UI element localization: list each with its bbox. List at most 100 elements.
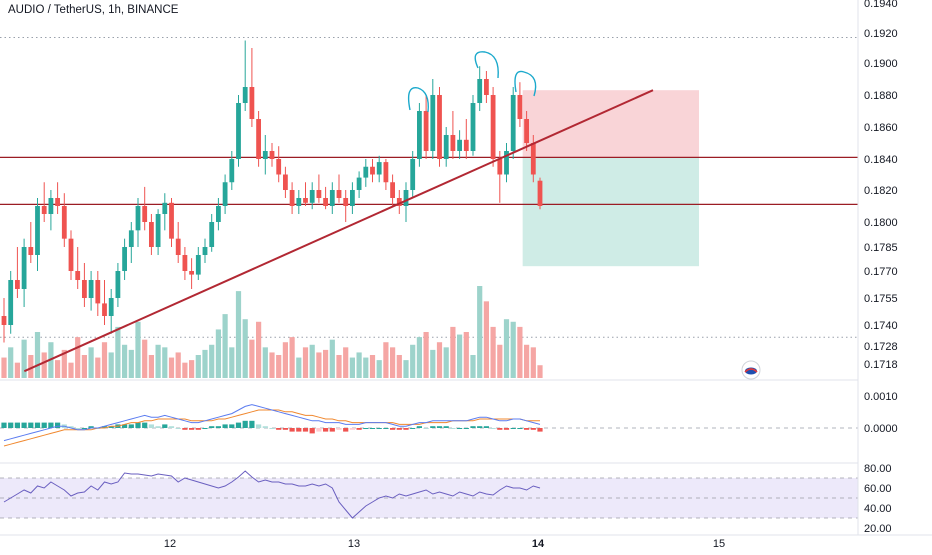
candle-body xyxy=(363,166,369,178)
volume-bar xyxy=(175,352,181,378)
volume-bar xyxy=(249,339,255,378)
macd-histogram-bar xyxy=(128,424,134,428)
candle-body xyxy=(41,206,47,214)
candle-body xyxy=(35,206,40,255)
volume-bar xyxy=(168,357,175,378)
candle-body xyxy=(82,280,87,298)
macd-histogram-bar xyxy=(135,422,141,428)
volume-bar xyxy=(142,339,148,378)
macd-histogram-bar xyxy=(14,422,20,428)
volume-bar xyxy=(436,342,443,378)
macd-histogram-bar xyxy=(524,428,530,430)
rsi-tick-label: 20.00 xyxy=(864,523,892,535)
macd-histogram-bar xyxy=(235,422,242,428)
volume-bar xyxy=(497,344,503,378)
macd-histogram-bar xyxy=(256,424,262,428)
volume-bars xyxy=(1,286,543,378)
annotation-curve-3 xyxy=(514,70,537,97)
volume-bar xyxy=(68,362,74,378)
price-tick-label: 0.1785 xyxy=(864,242,898,254)
candle-body xyxy=(423,111,429,151)
macd-histogram-bar xyxy=(390,428,396,430)
candle-body xyxy=(410,159,416,190)
price-tick-label: 0.1820 xyxy=(864,185,898,197)
candle-body xyxy=(61,206,67,239)
candle-body xyxy=(222,182,228,206)
volume-bar xyxy=(323,349,329,378)
candle-body xyxy=(162,202,168,214)
macd-histogram-bar xyxy=(68,426,74,428)
volume-bar xyxy=(336,355,342,378)
volume-bar xyxy=(55,360,61,378)
macd-histogram-bar xyxy=(363,428,369,429)
candle-body xyxy=(463,139,469,151)
volume-bar xyxy=(88,347,94,378)
price-tick-label: 0.1770 xyxy=(864,266,898,278)
volume-bar xyxy=(369,355,376,378)
volume-bar xyxy=(510,321,516,378)
candle-body xyxy=(443,135,449,159)
volume-bar xyxy=(316,352,322,378)
volume-bar xyxy=(155,344,161,378)
macd-histogram-bar xyxy=(309,428,315,434)
rsi-tick-label: 60.00 xyxy=(864,483,892,495)
macd-histogram-bar xyxy=(396,428,402,430)
price-tick-label: 0.1718 xyxy=(864,359,898,371)
volume-bar xyxy=(182,362,188,378)
macd-histogram-bar xyxy=(202,428,208,429)
candle-body xyxy=(209,222,215,247)
volume-bar xyxy=(470,355,476,378)
volume-bar xyxy=(356,352,362,378)
volume-bar xyxy=(524,344,530,378)
volume-bar xyxy=(148,355,154,378)
volume-bar xyxy=(282,342,288,378)
volume-bar xyxy=(450,326,456,378)
time-tick-label: 13 xyxy=(348,538,360,550)
candle-body xyxy=(142,206,148,222)
horizontal-levels[interactable] xyxy=(0,156,858,205)
candle-body xyxy=(309,190,315,203)
volume-bar xyxy=(1,357,7,378)
ascending-trendline xyxy=(23,89,654,373)
candle-body xyxy=(88,280,94,298)
macd-histogram-bar xyxy=(423,428,429,429)
macd-histogram-bar xyxy=(403,428,409,430)
candle-body xyxy=(497,159,503,175)
macd-histogram-bar xyxy=(209,426,215,428)
macd-histogram-bar xyxy=(336,428,342,430)
annotation-curve-1 xyxy=(407,86,429,113)
volume-bar xyxy=(302,347,309,378)
volume-bar xyxy=(229,347,235,378)
macd-histogram-bar xyxy=(41,422,47,428)
volume-bar xyxy=(95,357,101,378)
macd-histogram-bar xyxy=(376,428,382,429)
macd-histogram-bar xyxy=(329,428,335,432)
macd-histogram-bar xyxy=(8,422,14,428)
macd-histogram-bar xyxy=(282,428,288,430)
macd-histogram-bar xyxy=(122,424,128,428)
candle-body xyxy=(283,174,288,190)
volume-bar xyxy=(235,291,242,378)
take-profit-zone xyxy=(522,157,699,267)
candle-body xyxy=(343,198,349,206)
trendline[interactable] xyxy=(23,89,654,373)
candle-body xyxy=(169,202,174,239)
volume-bar xyxy=(363,357,369,378)
volume-bar xyxy=(195,355,201,378)
candle-body xyxy=(1,316,7,325)
macd-histogram-bar xyxy=(410,428,416,429)
macd-histogram-bar xyxy=(503,428,510,430)
candle-body xyxy=(21,247,27,289)
macd-histogram-bar xyxy=(142,422,148,428)
candle-body xyxy=(517,95,523,119)
volume-bar xyxy=(430,349,436,378)
candle-body xyxy=(229,159,235,183)
macd-histogram-bar xyxy=(316,428,322,432)
candle-body xyxy=(329,190,335,206)
candle-body xyxy=(135,206,141,231)
macd-histogram-bar xyxy=(34,422,41,428)
macd-histogram-bar xyxy=(289,428,295,432)
price-tick-label: 0.1900 xyxy=(864,58,898,70)
